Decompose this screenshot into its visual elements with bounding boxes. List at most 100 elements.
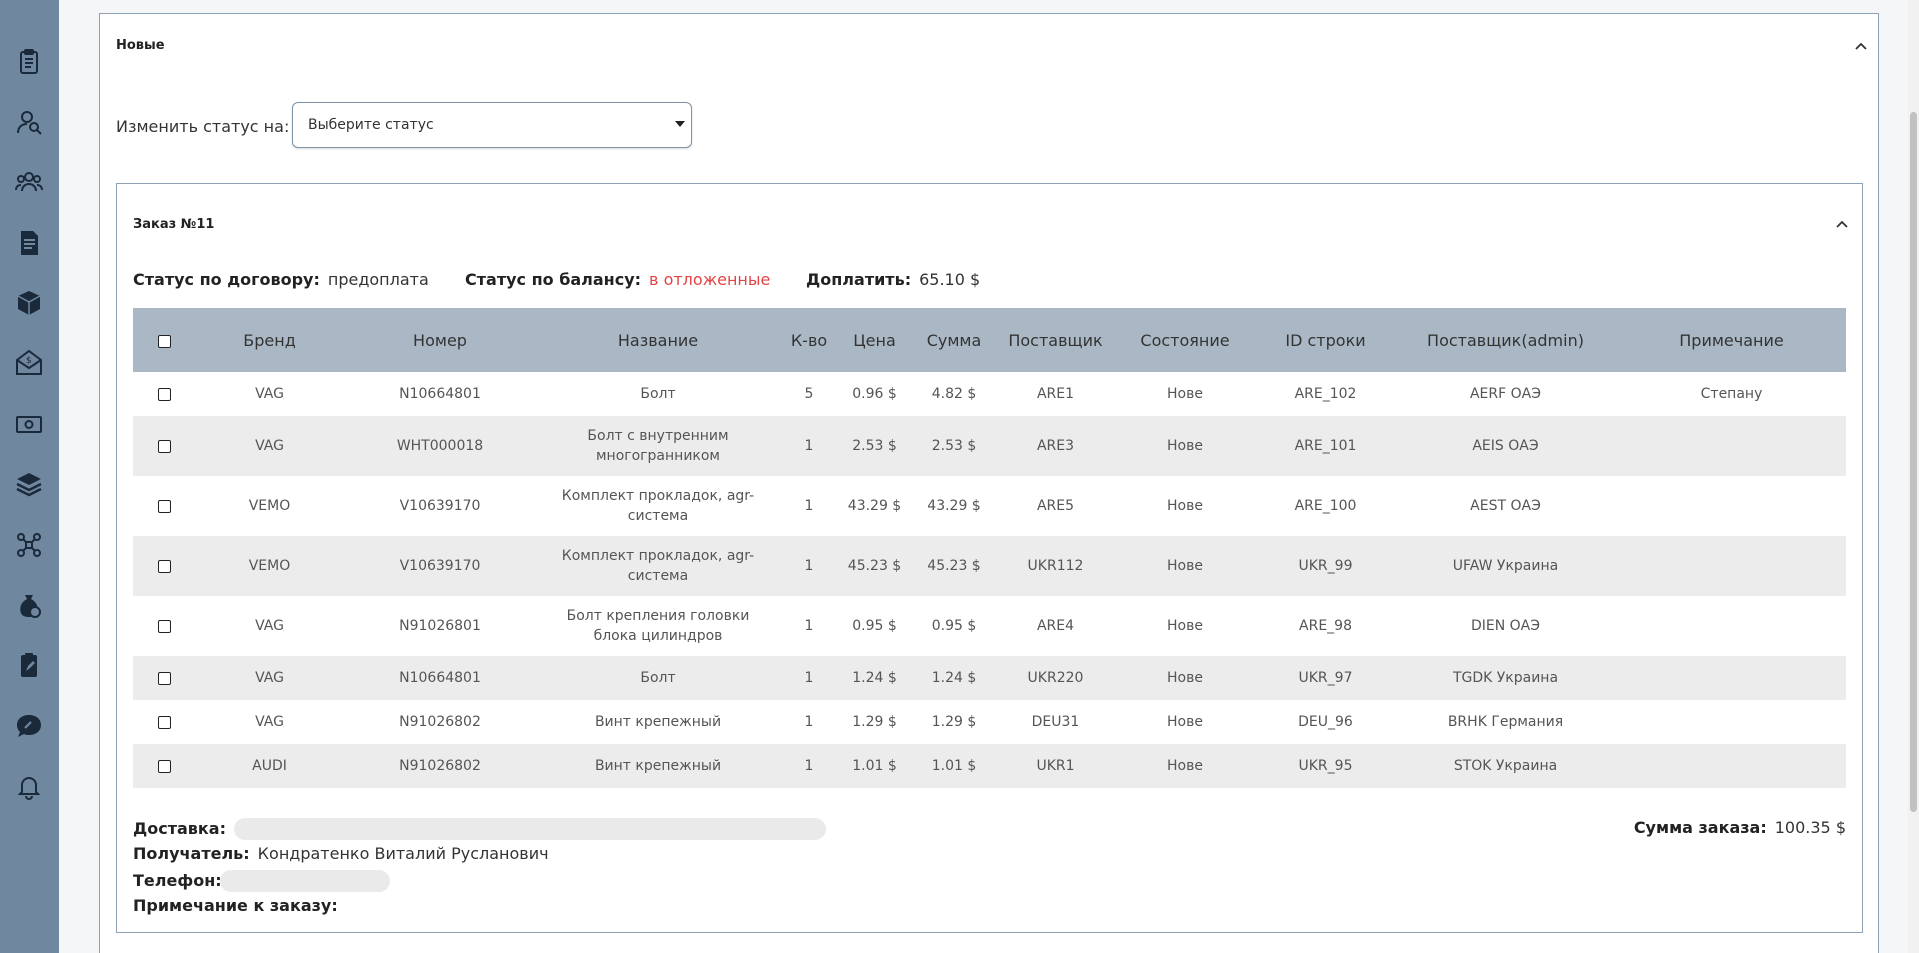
contract-status-value: предоплата bbox=[327, 270, 429, 289]
status-select[interactable]: Выберите статус bbox=[292, 102, 692, 148]
cell-number: N91026802 bbox=[399, 714, 481, 730]
cell-supplier: DEU31 bbox=[1031, 714, 1080, 730]
chat-icon[interactable] bbox=[14, 711, 44, 741]
row-checkbox[interactable] bbox=[158, 439, 171, 453]
cell-brand: VAG bbox=[255, 670, 284, 686]
money-mail-icon[interactable]: $ bbox=[14, 348, 44, 378]
balance-status-label: Статус по балансу: bbox=[465, 270, 642, 289]
col-supplier-admin: Поставщик(admin) bbox=[1427, 330, 1584, 350]
col-qty: К-во bbox=[790, 330, 828, 350]
cell-supplier: UKR220 bbox=[1027, 670, 1084, 686]
collapse-chevron-icon[interactable] bbox=[1853, 39, 1869, 55]
cell-supplier-admin: AERF ОАЭ bbox=[1469, 386, 1542, 402]
banknote-icon[interactable] bbox=[14, 409, 44, 439]
cell-price: 0.95 $ bbox=[852, 618, 897, 634]
scrollbar-thumb[interactable] bbox=[1910, 112, 1917, 812]
cell-sum: 43.29 $ bbox=[927, 498, 981, 514]
clipboard-edit-icon[interactable] bbox=[14, 650, 44, 680]
table-header-row: Бренд Номер Название К-во Цена Сумма Пос… bbox=[133, 308, 1846, 372]
cell-state: Нове bbox=[1167, 758, 1203, 774]
order-title: Заказ №11 bbox=[133, 217, 215, 232]
col-note: Примечание bbox=[1679, 330, 1784, 350]
chevron-down-icon bbox=[675, 121, 685, 127]
cell-row-id: ARE_100 bbox=[1294, 498, 1357, 514]
order-collapse-chevron-icon[interactable] bbox=[1834, 217, 1850, 233]
box-icon[interactable] bbox=[14, 288, 44, 318]
cell-row-id: DEU_96 bbox=[1298, 714, 1353, 730]
cell-supplier: ARE3 bbox=[1036, 438, 1075, 454]
balance-status-value: в отложенные bbox=[649, 270, 771, 289]
table-row: VAG N91026802 Винт крепежный 1 1.29 $ 1.29 $ D… bbox=[133, 700, 1846, 744]
network-icon[interactable] bbox=[14, 530, 44, 560]
cell-supplier-admin: AEST ОАЭ bbox=[1470, 498, 1541, 514]
cell-note bbox=[1617, 656, 1846, 700]
cell-qty: 1 bbox=[804, 558, 814, 574]
phone-label: Телефон: bbox=[133, 870, 222, 890]
section-title: Новые bbox=[116, 38, 165, 53]
users-icon[interactable] bbox=[14, 167, 44, 197]
cell-brand: VAG bbox=[255, 438, 284, 454]
cell-supplier-admin: AEIS ОАЭ bbox=[1472, 438, 1539, 454]
cell-name: Болт крепления головки блока цилиндров bbox=[566, 608, 750, 644]
cell-supplier: UKR112 bbox=[1027, 558, 1084, 574]
cell-brand: AUDI bbox=[252, 758, 287, 774]
cell-sum: 1.24 $ bbox=[931, 670, 977, 686]
row-checkbox[interactable] bbox=[158, 619, 171, 633]
cell-sum: 45.23 $ bbox=[927, 558, 981, 574]
status-change-label: Изменить статус на: bbox=[116, 117, 290, 136]
phone-redacted bbox=[219, 870, 390, 892]
delivery-label: Доставка: bbox=[133, 818, 226, 838]
cell-number: V10639170 bbox=[399, 498, 481, 514]
recipient-label: Получатель: bbox=[133, 844, 250, 863]
cell-state: Нове bbox=[1167, 438, 1203, 454]
cell-sum: 1.29 $ bbox=[931, 714, 977, 730]
cell-supplier-admin: BRHK Германия bbox=[1447, 714, 1564, 730]
layers-icon[interactable] bbox=[14, 469, 44, 499]
cell-note: Степану bbox=[1700, 386, 1763, 402]
cell-supplier: UKR1 bbox=[1036, 758, 1075, 774]
col-number: Номер bbox=[413, 330, 467, 350]
cell-supplier: ARE5 bbox=[1036, 498, 1075, 514]
cell-name: Болт bbox=[640, 670, 676, 686]
cell-qty: 1 bbox=[804, 670, 814, 686]
cell-qty: 1 bbox=[804, 618, 814, 634]
cell-name: Винт крепежный bbox=[594, 758, 722, 774]
order-note-label: Примечание к заказу: bbox=[133, 896, 338, 915]
table-row: VAG N10664801 Болт 5 0.96 $ 4.82 $ ARE1 Нове ARE… bbox=[133, 372, 1846, 416]
sidebar: $ bbox=[0, 0, 59, 953]
row-checkbox[interactable] bbox=[158, 499, 171, 513]
row-checkbox[interactable] bbox=[158, 671, 171, 685]
cell-row-id: ARE_98 bbox=[1299, 618, 1352, 634]
recipient: Получатель: Кондратенко Виталий Русланови… bbox=[133, 844, 549, 863]
cell-supplier-admin: TGDK Украина bbox=[1452, 670, 1559, 686]
row-checkbox[interactable] bbox=[158, 559, 171, 573]
row-checkbox[interactable] bbox=[158, 759, 171, 773]
cell-state: Нове bbox=[1167, 618, 1203, 634]
select-all-checkbox[interactable] bbox=[158, 334, 171, 348]
cell-sum: 2.53 $ bbox=[931, 438, 977, 454]
bell-icon[interactable] bbox=[14, 771, 44, 801]
cell-number: N91026801 bbox=[399, 618, 481, 634]
document-icon[interactable] bbox=[14, 228, 44, 258]
cell-price: 0.96 $ bbox=[852, 386, 897, 402]
delivery: Доставка: bbox=[133, 818, 826, 840]
cell-price: 1.01 $ bbox=[852, 758, 897, 774]
scrollbar[interactable] bbox=[1908, 0, 1919, 953]
cell-price: 43.29 $ bbox=[847, 498, 902, 514]
money-bag-icon[interactable] bbox=[14, 590, 44, 620]
phone: Телефон: bbox=[133, 870, 390, 892]
cell-price: 1.24 $ bbox=[852, 670, 897, 686]
user-search-icon[interactable] bbox=[14, 107, 44, 137]
row-checkbox[interactable] bbox=[158, 715, 171, 729]
total-label: Сумма заказа: bbox=[1633, 818, 1767, 837]
order-total: Сумма заказа: 100.35 $ bbox=[1634, 818, 1846, 837]
cell-number: V10639170 bbox=[399, 558, 481, 574]
svg-text:$: $ bbox=[26, 356, 32, 366]
cell-supplier-admin: STOK Украина bbox=[1453, 758, 1558, 774]
cell-row-id: UKR_95 bbox=[1298, 758, 1353, 774]
row-checkbox[interactable] bbox=[158, 387, 171, 401]
clipboard-icon[interactable] bbox=[14, 47, 44, 77]
cell-number: WHT000018 bbox=[396, 438, 484, 454]
status-select-value: Выберите статус bbox=[308, 117, 434, 133]
cell-sum: 0.95 $ bbox=[931, 618, 977, 634]
